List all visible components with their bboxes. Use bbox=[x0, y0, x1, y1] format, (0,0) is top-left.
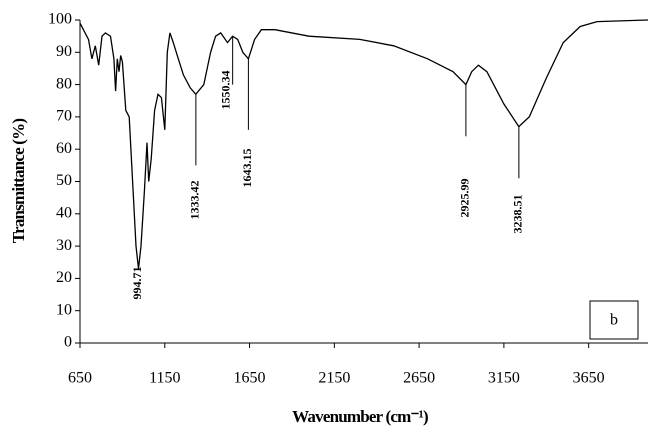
y-tick-label: 90 bbox=[56, 43, 72, 60]
spectrum-line bbox=[79, 19, 649, 269]
y-tick-label: 30 bbox=[56, 237, 72, 254]
x-tick-label: 1150 bbox=[149, 370, 180, 387]
peak-label: 1643.15 bbox=[240, 149, 254, 188]
y-tick-label: 80 bbox=[56, 75, 72, 92]
y-tick-label: 10 bbox=[56, 301, 72, 318]
panel-box bbox=[589, 300, 639, 340]
y-tick-label: 100 bbox=[48, 11, 72, 28]
x-tick-label: 650 bbox=[68, 370, 92, 387]
peak-label: 3238.51 bbox=[511, 195, 525, 234]
peak-label: 994.71 bbox=[130, 267, 144, 300]
y-tick-label: 60 bbox=[56, 140, 72, 157]
x-axis-title: Wavenumber (cm⁻¹) bbox=[292, 407, 428, 426]
y-tick-label: 40 bbox=[56, 204, 72, 221]
x-tick-label: 3650 bbox=[573, 370, 605, 387]
x-tick-label: 3150 bbox=[488, 370, 520, 387]
panel-label: b bbox=[610, 312, 618, 329]
x-tick-label: 2650 bbox=[403, 370, 435, 387]
peak-label: 2925.99 bbox=[458, 179, 472, 218]
y-tick-label: 0 bbox=[64, 334, 72, 351]
x-tick-label: 1650 bbox=[234, 370, 266, 387]
y-tick-label: 70 bbox=[56, 108, 72, 125]
peak-label: 1333.42 bbox=[188, 181, 202, 220]
y-tick-label: 20 bbox=[56, 269, 72, 286]
x-tick-label: 2150 bbox=[318, 370, 350, 387]
y-axis-title: Transmittance (%) bbox=[9, 119, 28, 244]
y-tick-label: 50 bbox=[56, 172, 72, 189]
peak-label: 1550.34 bbox=[218, 71, 232, 110]
